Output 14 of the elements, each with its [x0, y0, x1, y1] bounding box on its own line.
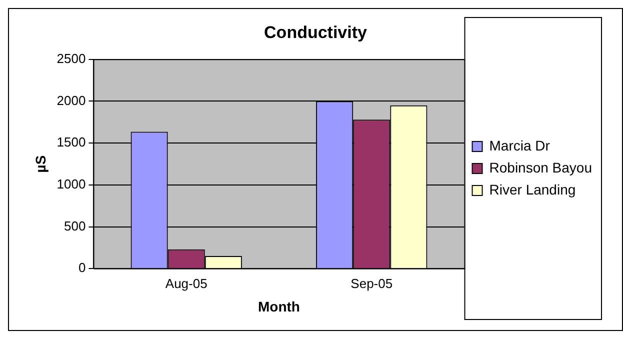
- y-tick-label: 2500: [56, 50, 86, 66]
- y-axis-title: µS: [32, 155, 48, 173]
- y-tick-label: 1000: [56, 176, 86, 192]
- chart-title: Conductivity: [264, 22, 368, 42]
- legend-label: River Landing: [489, 181, 576, 198]
- x-axis-title: Month: [258, 298, 300, 314]
- y-tick-label: 0: [78, 260, 86, 276]
- legend-label: Robinson Bayou: [489, 159, 592, 176]
- legend-label: Marcia Dr: [489, 137, 550, 154]
- y-tick-label: 2000: [56, 92, 86, 108]
- x-tick-label: Sep-05: [350, 276, 393, 291]
- y-tick-label: 1500: [56, 134, 86, 150]
- y-tick-label: 500: [64, 218, 86, 234]
- x-tick-label: Aug-05: [165, 276, 208, 291]
